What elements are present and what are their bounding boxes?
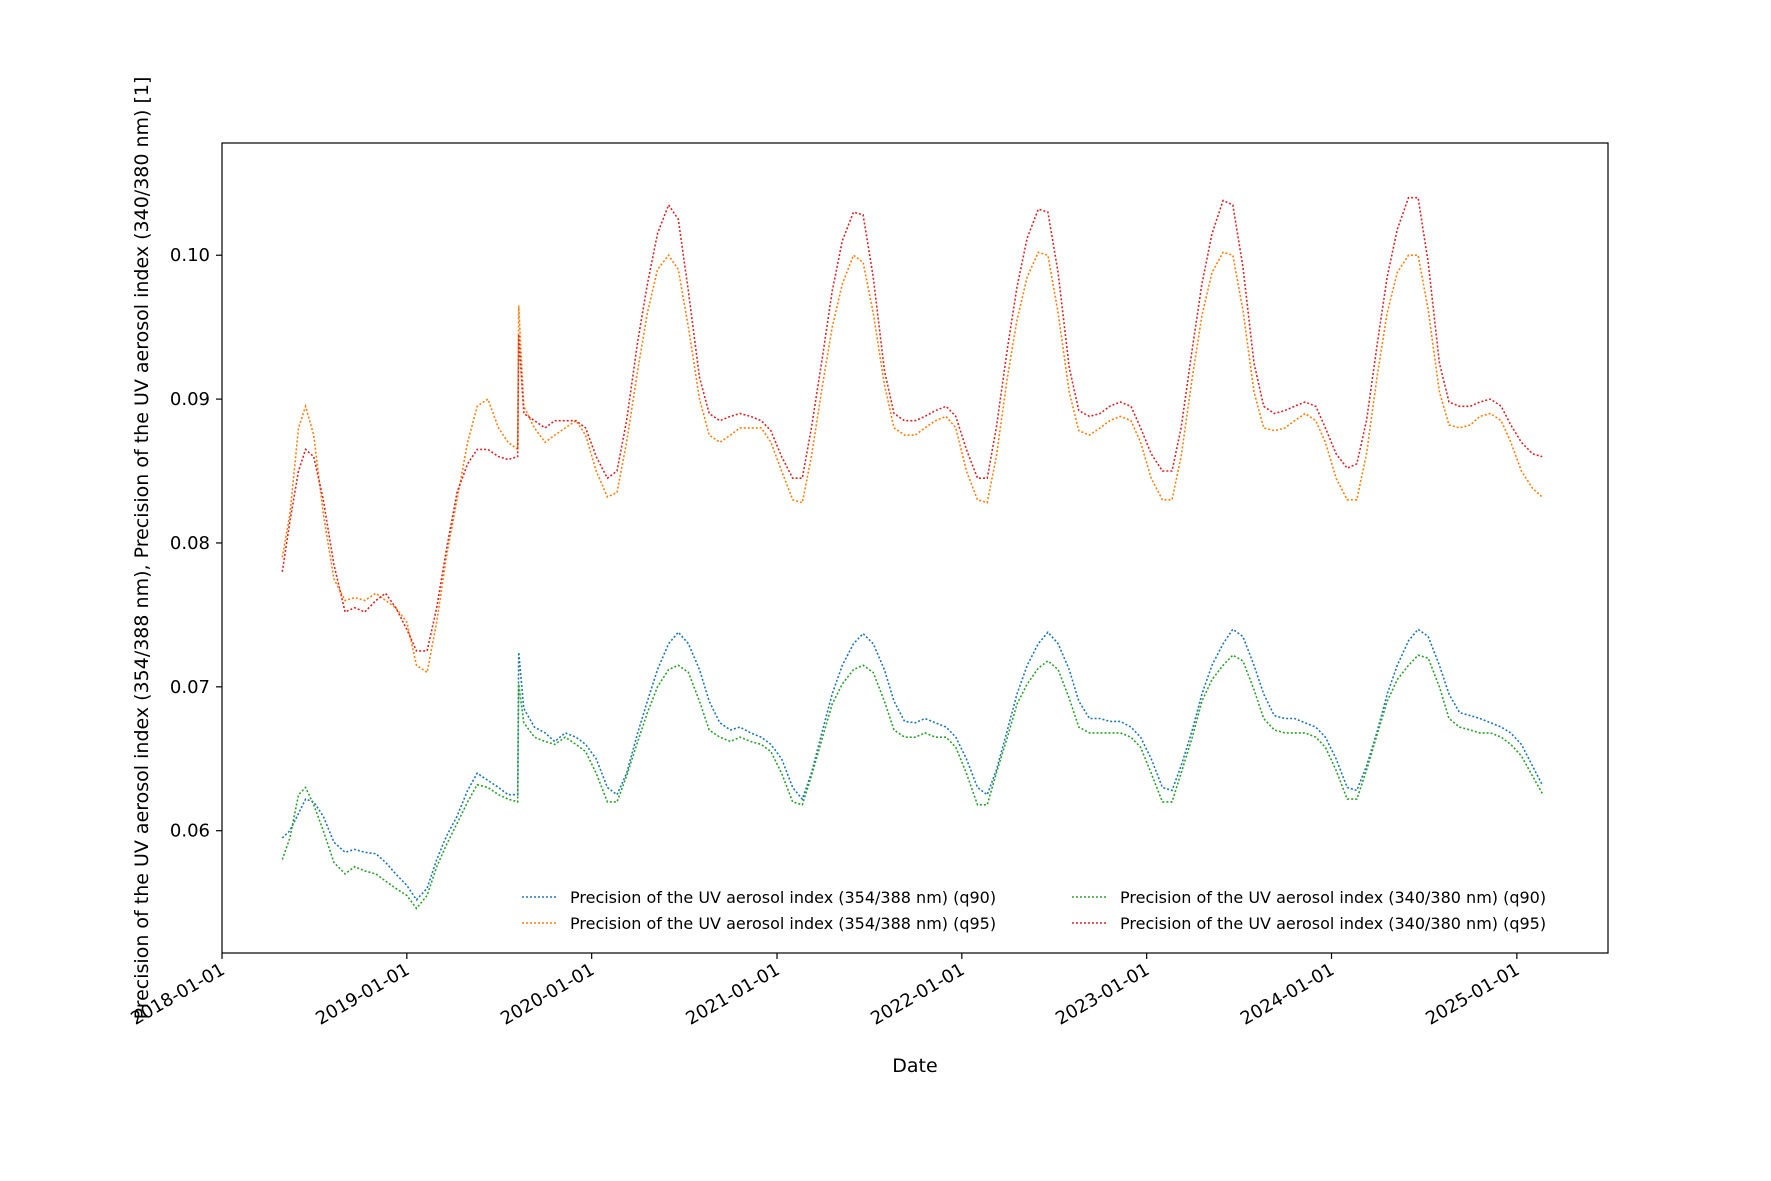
legend-entry: Precision of the UV aerosol index (354/3…	[570, 888, 996, 907]
x-axis: 2018-01-01 2019-01-01 2020-01-01 2021-01-01…	[127, 953, 1523, 1030]
legend-entry: Precision of the UV aerosol index (340/3…	[1120, 888, 1546, 907]
y-axis-label: Precision of the UV aerosol index (354/3…	[131, 77, 153, 1020]
series-line-0	[281, 628, 1543, 902]
x-tick-label: 2025-01-01	[1422, 959, 1523, 1029]
x-tick-label: 2019-01-01	[312, 959, 413, 1029]
y-tick-label: 0.06	[170, 821, 210, 842]
x-tick-label: 2022-01-01	[867, 959, 968, 1029]
legend: Precision of the UV aerosol index (354/3…	[522, 888, 1546, 933]
x-tick-label: 2020-01-01	[497, 959, 598, 1029]
plot-frame	[221, 142, 1609, 954]
x-tick-label: 2021-01-01	[682, 959, 783, 1029]
x-axis-label: Date	[892, 1055, 937, 1077]
series-line-2	[281, 654, 1543, 910]
plot-background	[222, 143, 1608, 953]
y-tick-label: 0.09	[170, 389, 210, 410]
series-line-3	[281, 196, 1543, 652]
series-layer	[281, 196, 1543, 910]
legend-entry: Precision of the UV aerosol index (340/3…	[1120, 914, 1546, 933]
y-tick-label: 0.08	[170, 533, 210, 554]
series-line-1	[281, 251, 1543, 674]
x-tick-label: 2023-01-01	[1052, 959, 1153, 1029]
legend-entry: Precision of the UV aerosol index (354/3…	[570, 914, 996, 933]
y-axis: 0.06 0.07 0.08 0.09 0.10	[170, 245, 222, 842]
y-tick-label: 0.10	[170, 245, 210, 266]
x-tick-label: 2024-01-01	[1237, 959, 1338, 1029]
y-tick-label: 0.07	[170, 677, 210, 698]
